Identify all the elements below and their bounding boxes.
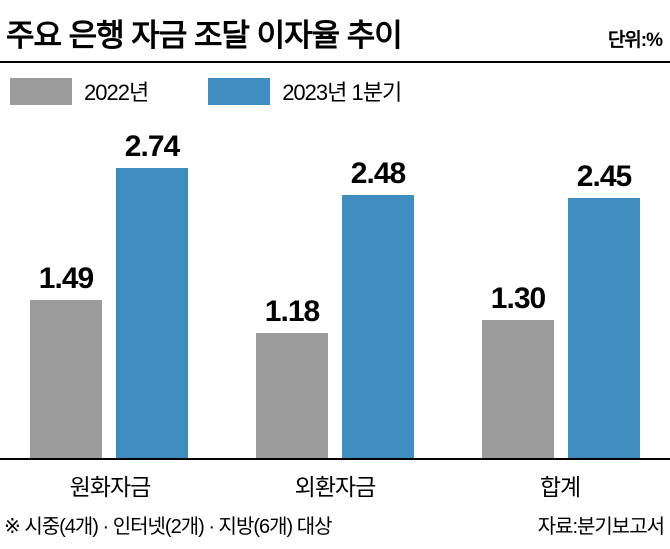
category-label-fx: 외환자금 <box>294 474 377 500</box>
bar-plot: 1.49 2.74 1.18 2.48 1.30 <box>0 107 670 460</box>
value-label: 2.74 <box>124 130 180 163</box>
value-label: 2.45 <box>576 160 632 193</box>
value-label: 2.48 <box>350 157 406 190</box>
bar-wrap: 1.18 <box>256 295 328 458</box>
category-axis: 원화자금 외환자금 합계 <box>0 460 670 502</box>
value-label: 1.49 <box>38 262 94 295</box>
bar-wrap: 2.74 <box>116 130 188 458</box>
bar-group-total: 1.30 2.45 <box>482 160 640 458</box>
bar-wrap: 2.48 <box>342 157 414 458</box>
legend-swatch-blue <box>208 77 271 105</box>
category-label-won: 원화자금 <box>69 474 152 500</box>
legend-label: 2023년 1분기 <box>282 80 402 105</box>
chart-title: 주요 은행 자금 조달 이자율 추이 <box>6 18 403 53</box>
bar-2022-fx <box>256 333 328 458</box>
legend-label: 2022년 <box>84 80 149 105</box>
bar-2023q1-total <box>568 198 640 458</box>
bar-2023q1-won <box>116 168 188 458</box>
bar-wrap: 2.45 <box>568 160 640 458</box>
legend-item-2022: 2022년 <box>10 75 149 107</box>
chart-header: 주요 은행 자금 조달 이자율 추이 단위:% <box>0 0 670 63</box>
chart-footer: ※ 시중(4개) · 인터넷(2개) · 지방(6개) 대상 자료:분기보고서 <box>0 502 670 549</box>
source-label: 자료:분기보고서 <box>537 516 665 538</box>
bar-wrap: 1.49 <box>30 262 102 458</box>
bar-2022-won <box>30 300 102 458</box>
unit-label: 단위:% <box>607 30 663 51</box>
chart-legend: 2022년 2023년 1분기 <box>0 63 670 107</box>
legend-swatch-gray <box>10 77 72 105</box>
value-label: 1.18 <box>264 295 320 328</box>
footnote: ※ 시중(4개) · 인터넷(2개) · 지방(6개) 대상 <box>4 516 333 538</box>
bar-group-fx: 1.18 2.48 <box>256 157 414 458</box>
bar-group-won: 1.49 2.74 <box>30 130 188 458</box>
value-label: 1.30 <box>490 282 546 315</box>
bar-wrap: 1.30 <box>482 282 554 458</box>
bar-2023q1-fx <box>342 195 414 458</box>
category-label-total: 합계 <box>539 474 581 500</box>
legend-item-2023q1: 2023년 1분기 <box>208 75 402 107</box>
bar-2022-total <box>482 320 554 458</box>
